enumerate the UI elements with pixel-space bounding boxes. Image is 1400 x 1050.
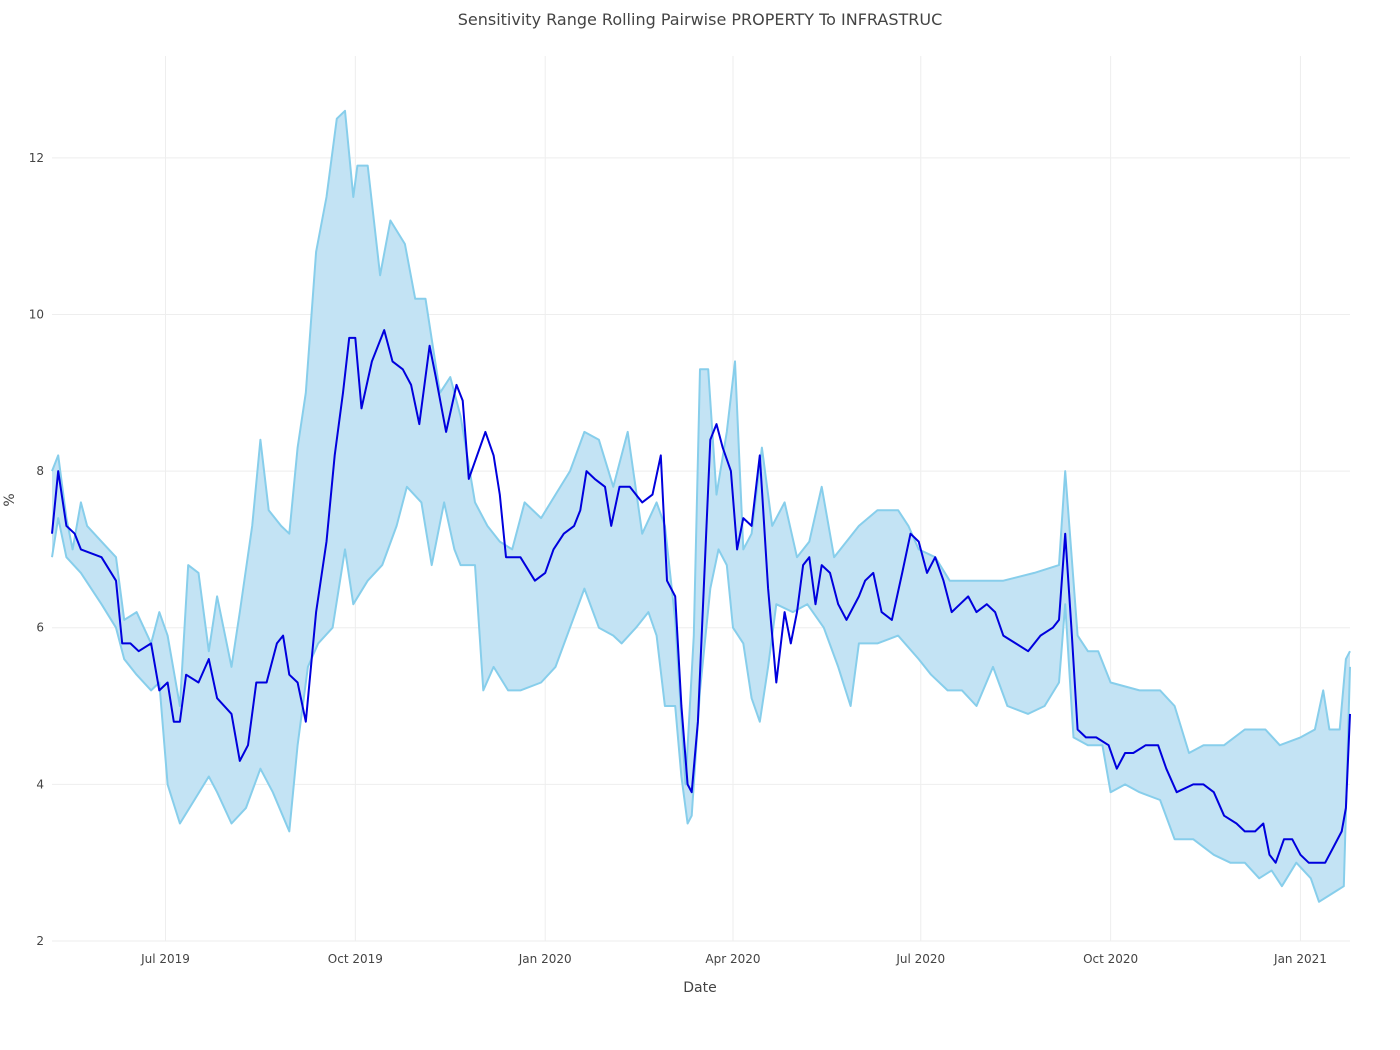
chart-title: Sensitivity Range Rolling Pairwise PROPE…	[458, 10, 943, 29]
x-tick-label: Oct 2020	[1083, 952, 1138, 966]
x-axis-title: Date	[683, 980, 716, 996]
y-axis-ticks: 2 4 6 8 10 12	[29, 151, 44, 948]
y-tick-label: 6	[36, 621, 44, 635]
x-tick-label: Oct 2019	[328, 952, 383, 966]
sensitivity-range-band	[52, 110, 1350, 902]
lower-bound-line	[51, 485, 1351, 903]
x-tick-label: Jan 2020	[518, 952, 572, 966]
y-tick-label: 2	[36, 934, 44, 948]
y-tick-label: 4	[36, 777, 44, 791]
line-layer	[51, 109, 1351, 903]
x-tick-label: Apr 2020	[705, 952, 760, 966]
x-axis-ticks: Jul 2019 Oct 2019 Jan 2020 Apr 2020 Jul 2020…	[140, 952, 1327, 966]
x-tick-label: Jul 2020	[895, 952, 945, 966]
upper-bound-line	[51, 109, 1351, 786]
x-tick-label: Jul 2019	[140, 952, 190, 966]
y-tick-label: 10	[29, 307, 44, 321]
x-tick-label: Jan 2021	[1273, 952, 1327, 966]
center-series-line	[51, 329, 1351, 864]
y-axis-title: %	[2, 493, 18, 506]
band-layer	[52, 110, 1350, 902]
y-tick-label: 8	[36, 464, 44, 478]
y-tick-label: 12	[29, 151, 44, 165]
